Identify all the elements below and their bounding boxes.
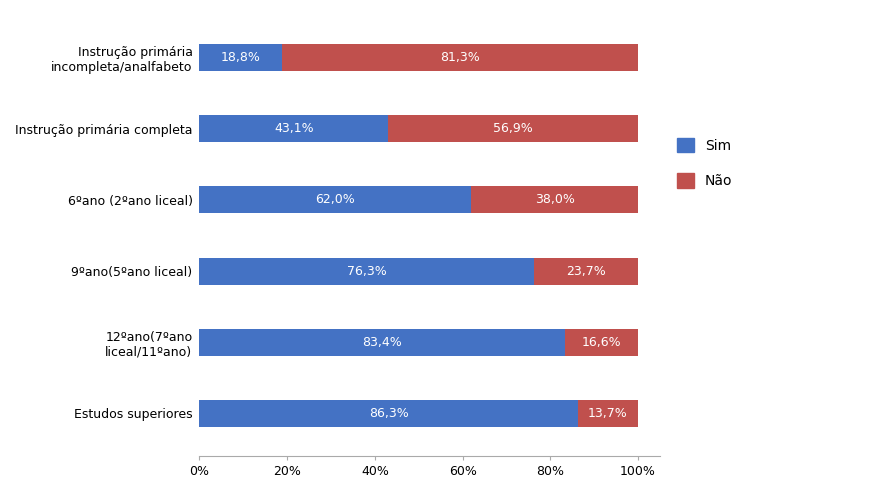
Text: 13,7%: 13,7% (588, 407, 627, 420)
Bar (199, 257, 533, 284)
Legend: Sim, Não: Sim, Não (671, 132, 737, 194)
Text: 23,7%: 23,7% (566, 265, 605, 278)
Text: 62,0%: 62,0% (315, 193, 355, 207)
Bar (199, 329, 565, 355)
Bar (282, 44, 638, 71)
Text: 83,4%: 83,4% (362, 336, 402, 349)
Bar (471, 186, 638, 213)
Text: 86,3%: 86,3% (368, 407, 408, 420)
Bar (388, 115, 638, 142)
Bar (533, 257, 638, 284)
Bar (199, 44, 282, 71)
Bar (199, 400, 577, 427)
Bar (577, 400, 638, 427)
Text: 76,3%: 76,3% (346, 265, 386, 278)
Text: 56,9%: 56,9% (493, 122, 532, 135)
Bar (199, 115, 388, 142)
Text: 18,8%: 18,8% (220, 51, 260, 64)
Text: 43,1%: 43,1% (274, 122, 313, 135)
Text: 81,3%: 81,3% (439, 51, 480, 64)
Bar (565, 329, 638, 355)
Bar (199, 186, 471, 213)
Text: 16,6%: 16,6% (581, 336, 621, 349)
Text: 38,0%: 38,0% (534, 193, 574, 207)
